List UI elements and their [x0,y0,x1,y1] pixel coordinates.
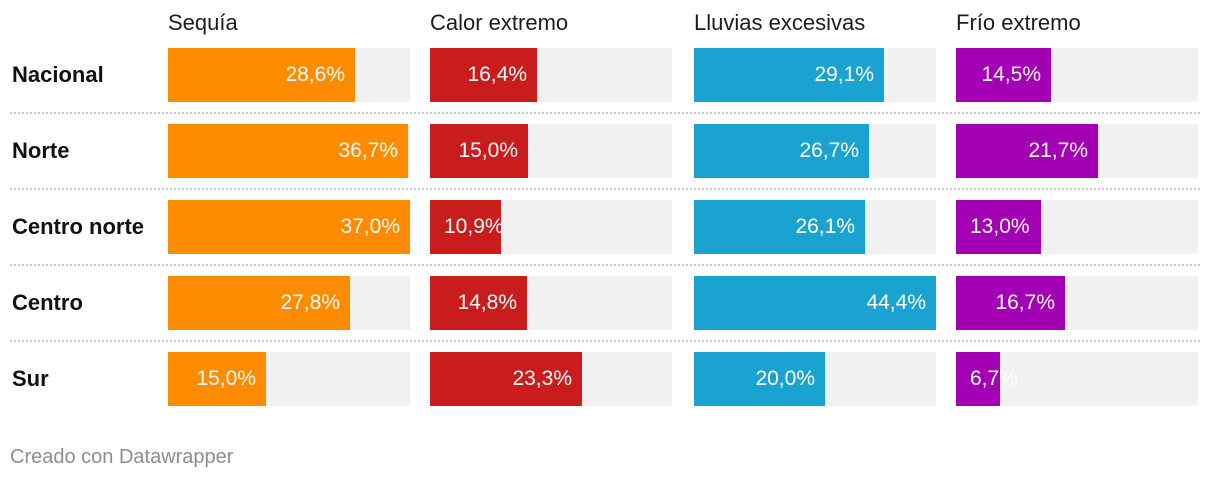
bar[interactable]: 37,0% [168,200,410,254]
bar-value-label: 26,7% [799,139,859,162]
bar-value-label: 37,0% [340,215,400,238]
bar-track: 10,9% [430,200,672,254]
bar[interactable]: 20,0% [694,352,825,406]
bar[interactable]: 16,7% [956,276,1065,330]
bar-track: 37,0% [168,200,410,254]
column-header: Calor extremo [430,10,569,35]
bar-value-label: 15,0% [196,367,256,390]
bar-track: 21,7% [956,124,1198,178]
bar-track: 26,1% [694,200,936,254]
bar-track: 13,0% [956,200,1198,254]
bar-value-label: 27,8% [280,291,340,314]
bar[interactable]: 29,1% [694,48,884,102]
bar-value-label: 21,7% [1028,139,1088,162]
bar-value-label: 16,4% [467,63,527,86]
bar[interactable]: 13,0% [956,200,1041,254]
column-header: Frío extremo [956,10,1081,35]
row-label: Nacional [12,62,104,87]
bar[interactable]: 14,8% [430,276,527,330]
bar[interactable]: 28,6% [168,48,355,102]
row-label: Sur [12,366,49,391]
row-label: Norte [12,138,70,163]
bar-track: 15,0% [430,124,672,178]
bar[interactable]: 36,7% [168,124,408,178]
bar-value-label: 26,1% [795,215,855,238]
bar[interactable]: 16,4% [430,48,537,102]
bar-track: 20,0% [694,352,936,406]
bar-track: 14,5% [956,48,1198,102]
bar-value-label: 20,0% [755,367,815,390]
bar-track: 26,7% [694,124,936,178]
column-header: Sequía [168,10,238,35]
row-separator [10,112,1200,114]
bar-value-label: 36,7% [338,139,398,162]
bar-value-label: 15,0% [458,139,518,162]
row-label: Centro [12,290,83,315]
bar-value-label: 29,1% [814,63,874,86]
bar[interactable]: 15,0% [430,124,528,178]
bar-track: 36,7% [168,124,410,178]
bar-track: 29,1% [694,48,936,102]
bar-track: 28,6% [168,48,410,102]
bar-track: 44,4% [694,276,936,330]
bar-track: 27,8% [168,276,410,330]
row-separator [10,340,1200,342]
bar-value-label: 28,6% [285,63,345,86]
row-separator [10,264,1200,266]
column-header: Lluvias excesivas [694,10,866,35]
bar[interactable]: 27,8% [168,276,350,330]
row-separator [10,188,1200,190]
bar[interactable]: 44,4% [694,276,936,330]
footer-credit[interactable]: Creado con Datawrapper [10,446,234,468]
bar-value-label: 23,3% [512,367,572,390]
bar[interactable]: 21,7% [956,124,1098,178]
bar[interactable]: 23,3% [430,352,582,406]
bar-value-label: 14,8% [457,291,517,314]
bar[interactable]: 15,0% [168,352,266,406]
bar[interactable]: 26,1% [694,200,865,254]
bar[interactable]: 14,5% [956,48,1051,102]
bar-track: 6,7% [956,352,1198,406]
bar-value-label: 6,7% [970,367,1018,390]
row-label: Centro norte [12,214,144,239]
bar-value-label: 14,5% [981,63,1041,86]
bar-track: 14,8% [430,276,672,330]
bar[interactable]: 10,9% [430,200,504,254]
bar[interactable]: 6,7% [956,352,1018,406]
bar-value-label: 10,9% [444,215,504,238]
bar-track: 16,7% [956,276,1198,330]
bar-value-label: 44,4% [866,291,926,314]
bar-value-label: 16,7% [995,291,1055,314]
bar-value-label: 13,0% [970,215,1030,238]
bar-track: 15,0% [168,352,410,406]
bar-track: 16,4% [430,48,672,102]
bar-track: 23,3% [430,352,672,406]
bar[interactable]: 26,7% [694,124,869,178]
